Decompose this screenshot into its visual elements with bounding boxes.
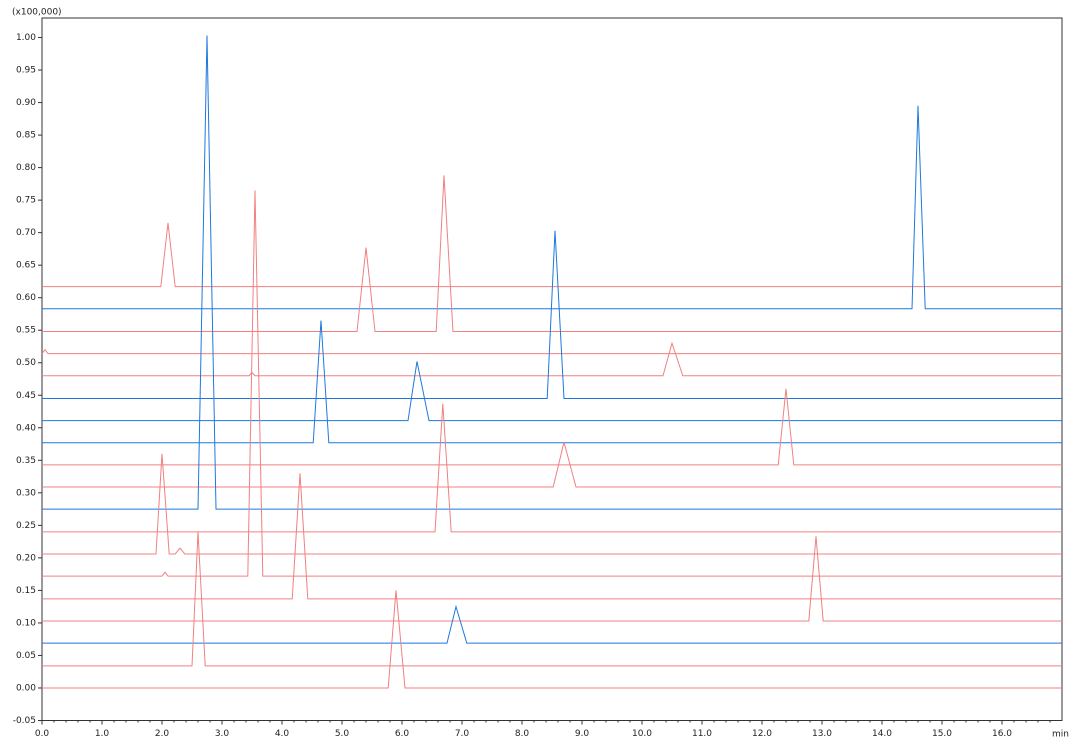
x-tick-label: 6.0 xyxy=(395,729,410,739)
y-tick-label: 0.90 xyxy=(16,98,36,108)
x-tick-label: 0.0 xyxy=(35,729,50,739)
plot-frame xyxy=(41,17,1063,721)
x-tick-label: 8.0 xyxy=(515,729,530,739)
x-tick-label: 12.0 xyxy=(752,729,772,739)
trace xyxy=(42,453,1062,555)
trace xyxy=(42,190,1062,577)
trace xyxy=(42,604,1062,644)
x-tick-label: 4.0 xyxy=(275,729,290,739)
x-tick-label: 1.0 xyxy=(95,729,110,739)
y-tick-label: 0.00 xyxy=(16,683,36,693)
y-tick-label: 0.70 xyxy=(16,228,36,238)
trace xyxy=(41,348,1062,355)
x-tick-label: 7.0 xyxy=(455,729,470,739)
y-tick-label: 0.05 xyxy=(16,651,36,661)
y-tick-label: -0.05 xyxy=(13,716,36,726)
y-tick-label: 1.00 xyxy=(16,33,36,43)
y-tick-label: 0.60 xyxy=(16,293,36,303)
y-tick-label: 0.45 xyxy=(16,391,36,401)
x-tick-label: 3.0 xyxy=(215,729,230,739)
x-tick-label: 5.0 xyxy=(335,729,350,739)
trace xyxy=(42,361,1062,422)
y-tick-label: 0.65 xyxy=(16,261,36,271)
x-tick-label: 11.0 xyxy=(692,729,712,739)
x-tick-label: 15.0 xyxy=(932,729,952,739)
trace xyxy=(42,222,1062,288)
y-tick-label: 0.40 xyxy=(16,423,36,433)
x-axis-label: min xyxy=(1052,730,1069,740)
y-multiplier: (x100,000) xyxy=(12,8,62,18)
y-tick-label: 0.75 xyxy=(16,196,36,206)
y-tick-label: 0.80 xyxy=(16,163,36,173)
trace xyxy=(42,230,1062,400)
y-tick-label: 0.25 xyxy=(16,521,36,531)
trace xyxy=(42,536,1062,622)
x-tick-label: 2.0 xyxy=(155,729,170,739)
y-tick-label: 0.85 xyxy=(16,131,36,141)
y-tick-label: 0.15 xyxy=(16,586,36,596)
trace xyxy=(42,473,1062,600)
y-tick-label: 0.50 xyxy=(16,358,36,368)
trace xyxy=(42,175,1062,333)
y-tick-label: 0.20 xyxy=(16,553,36,563)
x-tick-label: 16.0 xyxy=(992,729,1012,739)
trace xyxy=(42,341,1062,377)
trace xyxy=(42,403,1062,533)
y-tick-label: 0.30 xyxy=(16,488,36,498)
trace xyxy=(42,35,1062,510)
x-tick-label: 14.0 xyxy=(872,729,892,739)
x-tick-label: 9.0 xyxy=(575,729,590,739)
trace xyxy=(42,388,1062,466)
x-tick-label: 13.0 xyxy=(812,729,832,739)
y-tick-label: 0.35 xyxy=(16,456,36,466)
y-tick-label: 0.95 xyxy=(16,66,36,76)
trace xyxy=(42,531,1062,667)
x-tick-label: 10.0 xyxy=(632,729,652,739)
y-tick-label: 0.55 xyxy=(16,326,36,336)
y-tick-label: 0.10 xyxy=(16,618,36,628)
trace xyxy=(42,441,1062,488)
trace xyxy=(42,590,1062,689)
trace xyxy=(42,320,1062,444)
trace xyxy=(42,105,1062,310)
